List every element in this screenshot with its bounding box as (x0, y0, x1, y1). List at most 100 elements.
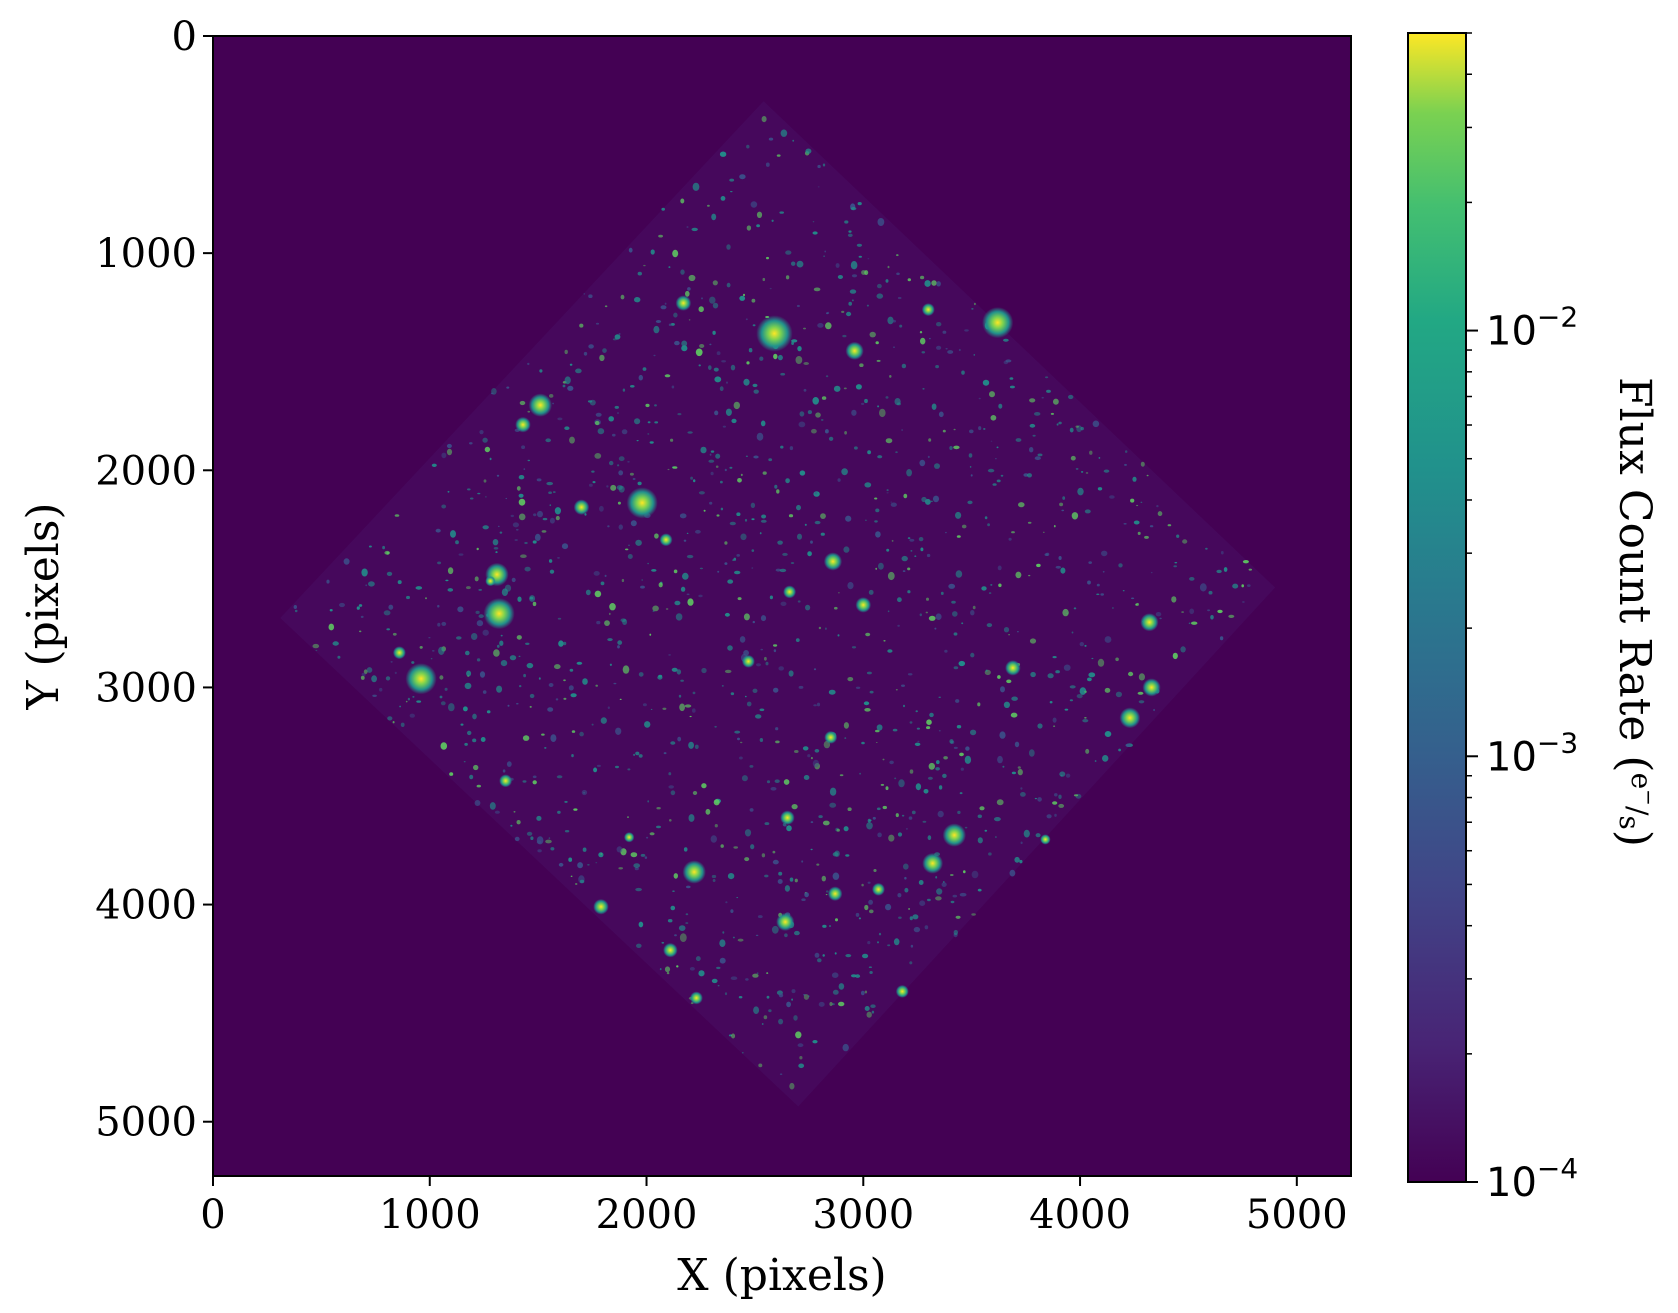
faint-source (740, 473, 743, 477)
faint-source (480, 737, 486, 742)
faint-source (562, 384, 566, 388)
faint-source (764, 874, 769, 878)
faint-source (789, 1082, 795, 1090)
faint-source (783, 824, 787, 827)
faint-source (904, 887, 909, 893)
faint-source (730, 191, 733, 193)
faint-source (685, 913, 689, 916)
faint-source (680, 269, 685, 275)
faint-source (744, 857, 750, 862)
faint-source (651, 569, 657, 572)
faint-source (710, 450, 715, 453)
faint-source (656, 825, 661, 829)
faint-source (1173, 565, 1177, 568)
faint-source (909, 961, 913, 965)
faint-source (683, 847, 688, 852)
faint-source (684, 704, 692, 708)
faint-source (761, 116, 767, 123)
faint-source (617, 501, 621, 505)
faint-source (680, 586, 686, 592)
faint-source (739, 174, 746, 180)
faint-source (769, 287, 772, 290)
faint-source (893, 346, 895, 348)
faint-source (749, 808, 754, 812)
faint-source (649, 441, 654, 444)
faint-source (887, 610, 890, 613)
faint-source (1020, 841, 1023, 845)
y-tick-label: 4000 (95, 883, 197, 929)
faint-source (751, 518, 755, 521)
faint-source (725, 901, 728, 904)
faint-source (668, 772, 672, 776)
faint-source (841, 468, 848, 476)
faint-source (514, 539, 518, 541)
faint-source (1092, 420, 1100, 428)
faint-source (864, 904, 869, 911)
faint-source (698, 491, 705, 495)
faint-source (526, 831, 533, 836)
faint-source (616, 846, 623, 853)
faint-source (1140, 501, 1143, 503)
faint-source (618, 524, 623, 530)
faint-source (973, 302, 976, 306)
faint-source (961, 370, 965, 375)
faint-source (1248, 568, 1253, 571)
faint-source (794, 930, 800, 936)
faint-source (548, 491, 552, 495)
faint-source (958, 660, 966, 667)
bright-source (783, 585, 797, 599)
faint-source (817, 186, 820, 188)
faint-source (998, 583, 1002, 588)
faint-source (868, 899, 873, 905)
faint-source (1118, 563, 1123, 568)
faint-source (670, 790, 676, 796)
faint-source (1109, 495, 1115, 499)
faint-source (876, 742, 878, 743)
faint-source (1000, 686, 1005, 693)
faint-source (820, 513, 826, 519)
faint-source (756, 211, 763, 218)
faint-source (789, 877, 794, 882)
faint-source (620, 294, 625, 300)
faint-source (721, 685, 724, 687)
faint-source (751, 549, 755, 552)
faint-source (419, 646, 423, 649)
faint-source (894, 777, 897, 780)
faint-source (609, 460, 614, 466)
faint-source (564, 830, 570, 833)
faint-source (1049, 701, 1053, 704)
faint-source (645, 403, 650, 408)
faint-source (988, 592, 992, 594)
faint-source (793, 1015, 798, 1021)
faint-source (635, 887, 642, 892)
faint-source (587, 864, 590, 866)
faint-source (752, 383, 758, 388)
x-axis: 0 1000 2000 3000 4000 5000 (200, 1176, 1348, 1238)
faint-source (630, 852, 638, 858)
faint-source (482, 437, 488, 443)
faint-source (779, 568, 787, 573)
faint-source (554, 507, 562, 515)
faint-source (546, 481, 553, 486)
faint-source (945, 348, 948, 350)
bright-source (499, 774, 513, 788)
faint-source (849, 289, 857, 294)
faint-source (832, 989, 839, 995)
faint-source (887, 649, 893, 653)
faint-source (608, 612, 611, 616)
faint-source (892, 728, 898, 732)
bright-source (855, 597, 872, 613)
faint-source (936, 345, 942, 350)
faint-source (724, 669, 732, 674)
faint-source (1042, 531, 1045, 533)
faint-source (953, 666, 959, 670)
faint-source (594, 453, 602, 459)
faint-source (817, 323, 824, 328)
faint-source (812, 221, 815, 223)
faint-source (766, 972, 769, 974)
faint-source (861, 883, 864, 887)
faint-source (714, 376, 722, 383)
faint-source (1084, 717, 1087, 719)
faint-source (1058, 421, 1062, 425)
faint-source (446, 443, 452, 449)
